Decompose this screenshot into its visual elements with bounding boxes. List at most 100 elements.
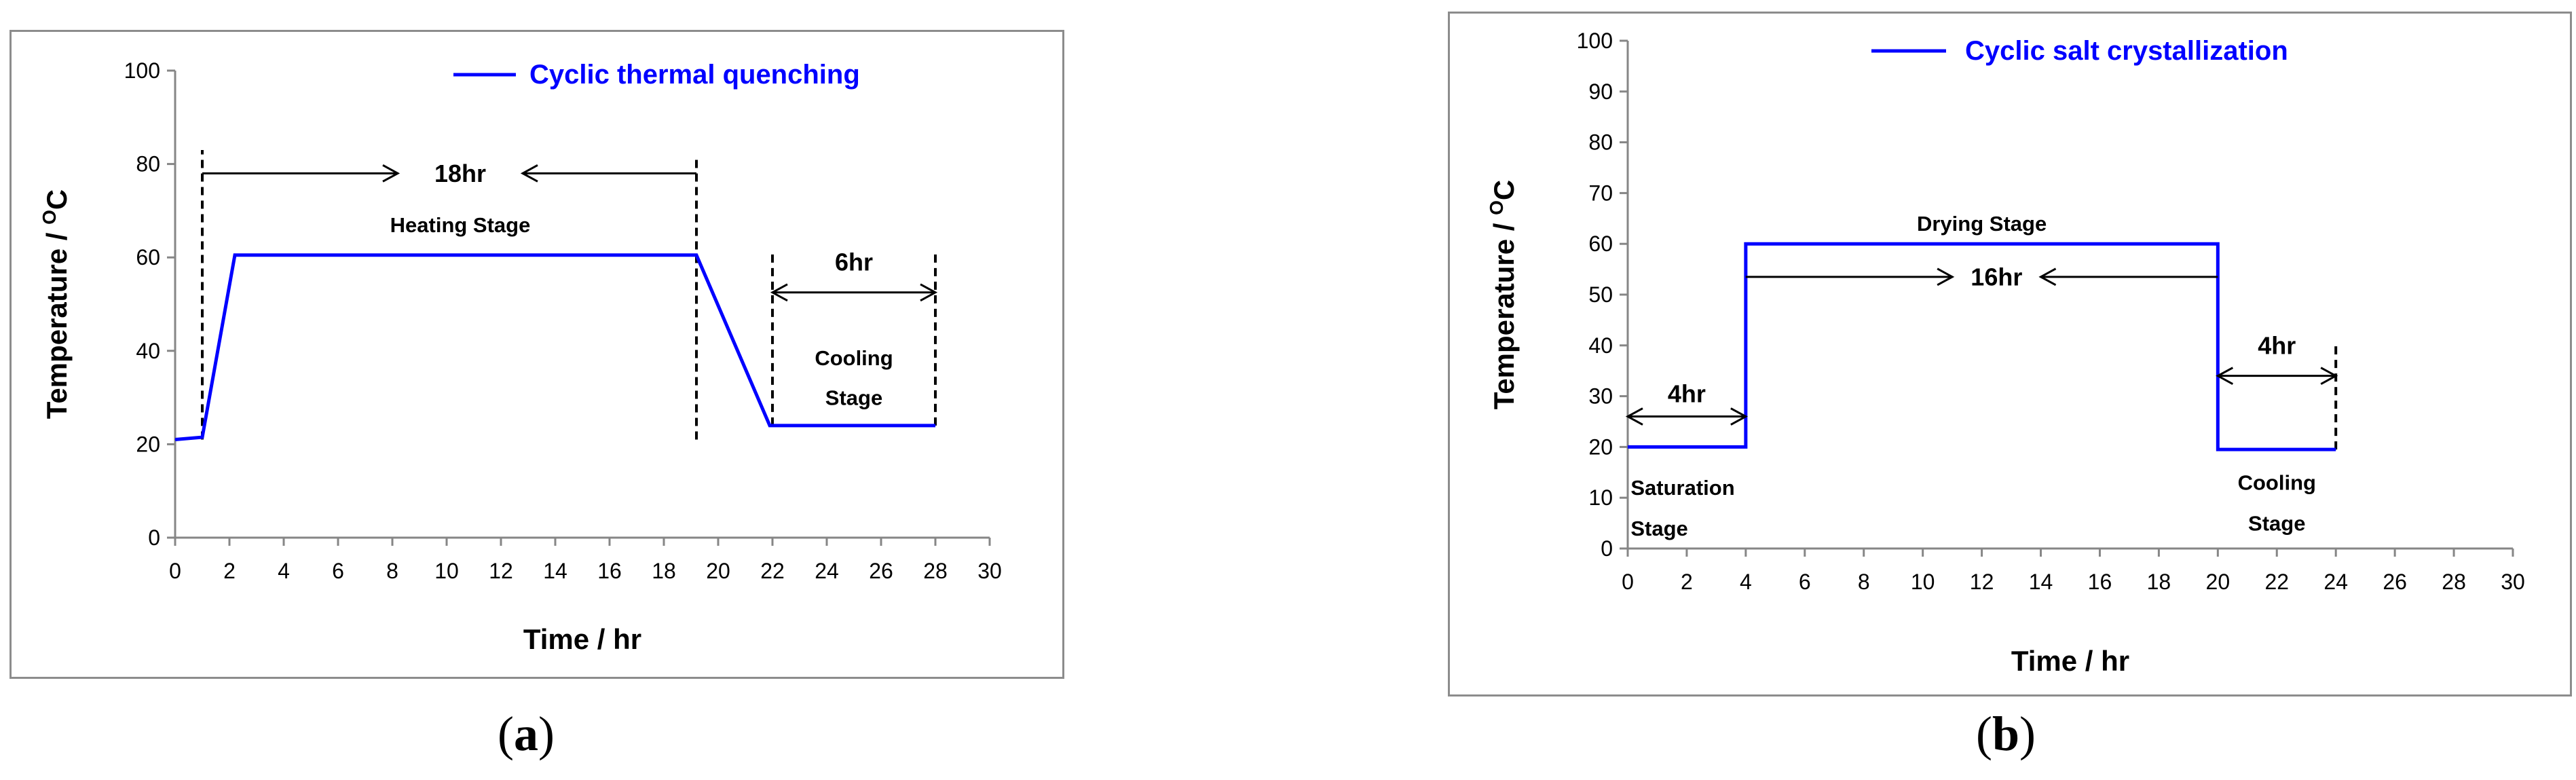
caption-b-open: ( [1975,707,1992,761]
caption-b: (b) [1938,706,2074,762]
x-tick-label: 30 [2501,570,2525,594]
y-axis-label: Temperature / OC [1486,180,1520,409]
arrow-head [1937,267,1955,286]
y-tick-label: 80 [1588,130,1613,155]
x-tick-label: 30 [977,559,1002,583]
x-axis-label: Time / hr [2011,645,2129,677]
caption-b-letter: b [1992,707,2020,761]
x-tick-label: 4 [278,559,290,583]
x-tick-label: 10 [434,559,459,583]
x-tick-label: 14 [2029,570,2053,594]
x-tick-label: 8 [386,559,398,583]
y-tick-label: 100 [1577,29,1613,53]
x-tick-label: 2 [223,559,236,583]
x-tick-label: 26 [2383,570,2407,594]
y-axis-label-superscript: O [39,210,60,225]
series-line [174,253,935,442]
y-tick-label: 40 [1588,333,1613,358]
annotation-label: 6hr [835,248,873,276]
y-axis-label-unit: C [1488,180,1520,200]
x-tick-label: 20 [2206,570,2230,594]
arrow-head [2320,367,2338,385]
annotation-label: 4hr [2258,331,2296,359]
arrow-head [770,283,788,302]
x-tick-label: 16 [2088,570,2112,594]
x-tick-label: 18 [2147,570,2171,594]
x-tick-label: 0 [169,559,181,583]
arrow-head [1625,407,1643,426]
arrow-head [1730,407,1748,426]
chart-a-frame [10,30,1064,679]
y-tick-label: 20 [1588,434,1613,459]
y-tick-label: 90 [1588,79,1613,104]
y-axis-label: Temperature / OC [39,189,73,419]
x-tick-label: 12 [1970,570,1994,594]
x-tick-label: 18 [652,559,676,583]
annotation-label: Stage [1630,517,1687,540]
arrow-head [920,283,938,302]
caption-a-close: ) [538,707,555,761]
y-tick-label: 70 [1588,181,1613,205]
series-line [1628,242,2336,451]
x-tick-label: 12 [489,559,513,583]
y-tick-label: 50 [1588,282,1613,307]
y-tick-label: 100 [124,58,160,83]
annotation-label: 16hr [1971,263,2022,291]
annotation-label: Heating Stage [390,213,531,237]
annotation-label: Drying Stage [1917,212,2047,236]
legend-label: Cyclic thermal quenching [529,60,860,90]
annotation-label: Cooling [2238,471,2316,495]
x-tick-label: 6 [1799,570,1811,594]
arrow-head [2038,267,2057,286]
annotation-label: Stage [825,386,882,409]
x-tick-label: 24 [815,559,839,583]
caption-a-letter: a [514,707,538,761]
y-tick-label: 40 [136,339,160,363]
legend-label: Cyclic salt crystallization [1965,36,2288,66]
y-axis-label-unit: C [41,189,73,210]
x-axis-label: Time / hr [523,623,641,655]
annotation-label: Cooling [815,346,893,370]
y-tick-label: 60 [1588,231,1613,256]
y-axis-label-superscript: O [1486,200,1507,215]
y-axis-label-main: Temperature / [1488,215,1520,409]
y-tick-label: 10 [1588,485,1613,510]
y-axis-label-main: Temperature / [41,225,73,419]
caption-b-close: ) [2019,707,2036,761]
chart-b-frame [1448,12,2572,697]
x-tick-label: 26 [869,559,893,583]
x-tick-label: 6 [332,559,344,583]
x-tick-label: 10 [1911,570,1935,594]
y-tick-label: 0 [148,525,160,550]
caption-a: (a) [458,706,594,762]
annotation-label: 4hr [1668,379,1706,407]
x-tick-label: 14 [543,559,567,583]
series-point [174,439,176,441]
y-tick-label: 0 [1601,536,1613,561]
y-tick-label: 60 [136,245,160,270]
annotation-label: Stage [2248,511,2305,535]
x-tick-label: 22 [2264,570,2289,594]
caption-a-open: ( [498,707,514,761]
x-tick-label: 2 [1681,570,1693,594]
x-tick-label: 0 [1622,570,1634,594]
arrow-head [2216,367,2234,385]
x-tick-label: 28 [923,559,948,583]
series-point [935,425,936,426]
annotation-label: Saturation [1630,476,1734,500]
x-tick-label: 16 [597,559,622,583]
x-tick-label: 20 [706,559,730,583]
y-tick-label: 80 [136,152,160,177]
x-tick-label: 24 [2323,570,2348,594]
series-point [202,437,203,438]
arrow-head [520,164,538,183]
x-tick-label: 8 [1858,570,1870,594]
y-tick-label: 20 [136,432,160,456]
x-tick-label: 4 [1740,570,1752,594]
annotation-label: 18hr [434,160,486,187]
x-tick-label: 28 [2442,570,2466,594]
y-tick-label: 30 [1588,384,1613,409]
x-tick-label: 22 [760,559,785,583]
